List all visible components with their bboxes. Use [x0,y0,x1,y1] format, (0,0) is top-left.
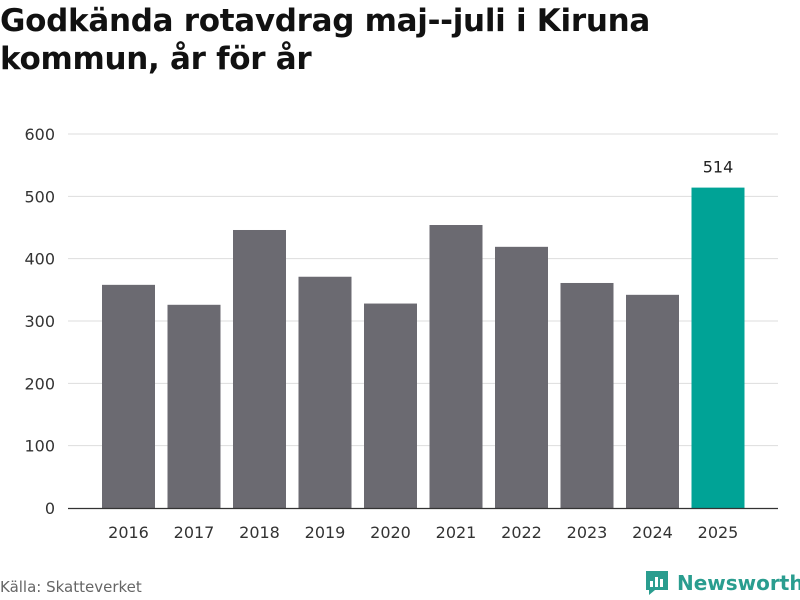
source-note: Källa: Skatteverket [0,578,142,596]
newsworthy-logo-icon [646,571,668,595]
data-labels: 514 [703,158,734,177]
bar-2016 [102,284,155,508]
bar-2022 [495,246,548,508]
y-tick-label: 500 [24,187,55,206]
bar-2017 [167,304,221,508]
bar-2020 [364,303,417,508]
x-tick-label: 2017 [174,523,215,542]
x-tick-label: 2024 [632,523,673,542]
bar-2024 [626,294,679,508]
data-label: 514 [703,158,734,177]
bar-2021 [429,225,483,509]
x-tick-label: 2020 [370,523,411,542]
bars [102,187,745,509]
x-tick-label: 2019 [305,523,346,542]
x-tick-label: 2023 [567,523,608,542]
x-axis-ticks: 2016 2017 2018 2019 2020 2021 2022 2023 2024 2025 [108,523,738,542]
y-tick-label: 200 [24,374,55,393]
x-tick-label: 2018 [239,523,280,542]
bar-2023 [560,282,614,508]
y-tick-label: 0 [45,499,55,518]
bar-2025 [691,187,745,508]
y-axis-ticks: 0 100 200 300 400 500 600 [24,125,55,518]
y-tick-label: 100 [24,437,55,456]
y-tick-label: 400 [24,250,55,269]
chart-title: Godkända rotavdrag maj--juli i Kiruna ko… [0,3,650,77]
brand-logo: Newsworthy [644,569,800,597]
x-tick-label: 2021 [436,523,477,542]
x-tick-label: 2016 [108,523,149,542]
x-tick-label: 2025 [698,523,739,542]
y-tick-label: 600 [24,125,55,144]
y-tick-label: 300 [24,312,55,331]
bar-2019 [298,276,352,508]
brand-name: Newsworthy [677,571,800,595]
bar-2018 [233,229,286,508]
x-tick-label: 2022 [501,523,542,542]
